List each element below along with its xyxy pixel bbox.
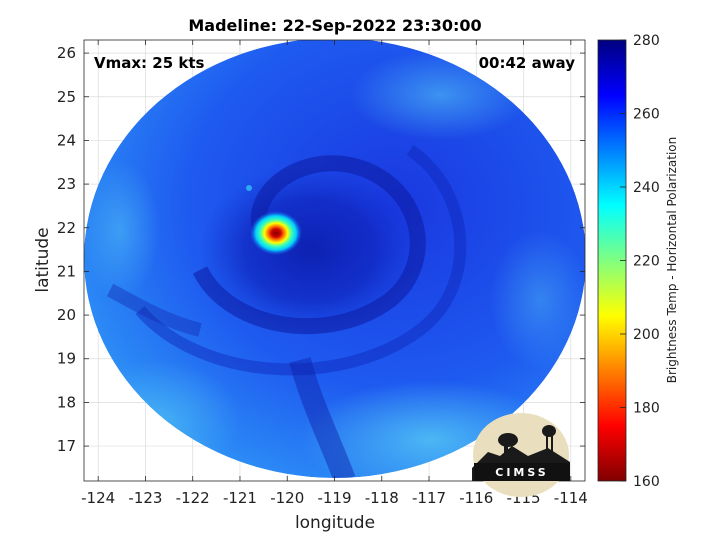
- x-tick-label: -118: [365, 489, 399, 507]
- storm-center-hotspot: [250, 211, 302, 255]
- colorbar-tick-label: 160: [633, 474, 660, 490]
- x-axis-ticks: -124 -123 -122 -121 -120 -119 -118 -117 -116 -115…: [81, 40, 588, 507]
- y-tick-label: 24: [57, 131, 76, 149]
- light-region: [490, 230, 585, 370]
- y-tick-label: 23: [57, 175, 76, 193]
- x-tick-label: -114: [554, 489, 588, 507]
- x-axis-label: longitude: [295, 513, 375, 533]
- colorbar-label: Brightness Temp - Horizontal Polarizatio…: [665, 137, 679, 384]
- y-tick-label: 25: [57, 88, 76, 106]
- water-tower-icon: [542, 425, 556, 437]
- x-tick-label: -116: [459, 489, 493, 507]
- x-tick-label: -123: [128, 489, 162, 507]
- chart-title: Madeline: 22-Sep-2022 23:30:00: [188, 16, 481, 35]
- spiral-band: [135, 145, 467, 376]
- colorbar-tick-label: 280: [633, 33, 660, 49]
- rain-band: [106, 283, 202, 337]
- logo-banner: [474, 463, 570, 481]
- rain-band: [289, 357, 356, 478]
- x-tick-label: -121: [223, 489, 257, 507]
- colorbar-tick-label: 260: [633, 107, 660, 123]
- x-tick-label: -119: [317, 489, 351, 507]
- dish-stand: [504, 440, 508, 454]
- tower-leg: [546, 431, 548, 453]
- y-tick-label: 19: [57, 350, 76, 368]
- light-region: [84, 160, 160, 300]
- y-tick-label: 22: [57, 219, 76, 237]
- x-tick-label: -124: [81, 489, 115, 507]
- colorbar-tick-label: 240: [633, 180, 660, 196]
- y-tick-label: 18: [57, 393, 76, 411]
- y-tick-label: 21: [57, 262, 76, 280]
- colorbar-tick-label: 180: [633, 401, 660, 417]
- x-tick-label: -117: [412, 489, 446, 507]
- y-tick-label: 20: [57, 306, 76, 324]
- y-axis-label: latitude: [33, 227, 53, 292]
- y-tick-label: 26: [57, 44, 76, 62]
- tower-leg: [551, 431, 553, 453]
- spiral-band: [192, 155, 426, 335]
- small-cell: [246, 185, 252, 191]
- colorbar-tick-label: 200: [633, 327, 660, 343]
- cimss-logo-icon: CIMSS: [472, 413, 570, 497]
- vmax-annotation: Vmax: 25 kts: [94, 54, 204, 72]
- y-tick-label: 17: [57, 437, 76, 455]
- y-axis-ticks: 17 18 19 20 21 22 23 24 25 26: [57, 44, 585, 455]
- time-away-annotation: 00:42 away: [479, 54, 576, 72]
- x-tick-label: -120: [270, 489, 304, 507]
- colorbar-tick-label: 220: [633, 254, 660, 270]
- logo-text: CIMSS: [495, 466, 548, 479]
- x-tick-label: -122: [176, 489, 210, 507]
- colorbar-ticks: 160 180 200 220 240 260 280: [620, 33, 660, 490]
